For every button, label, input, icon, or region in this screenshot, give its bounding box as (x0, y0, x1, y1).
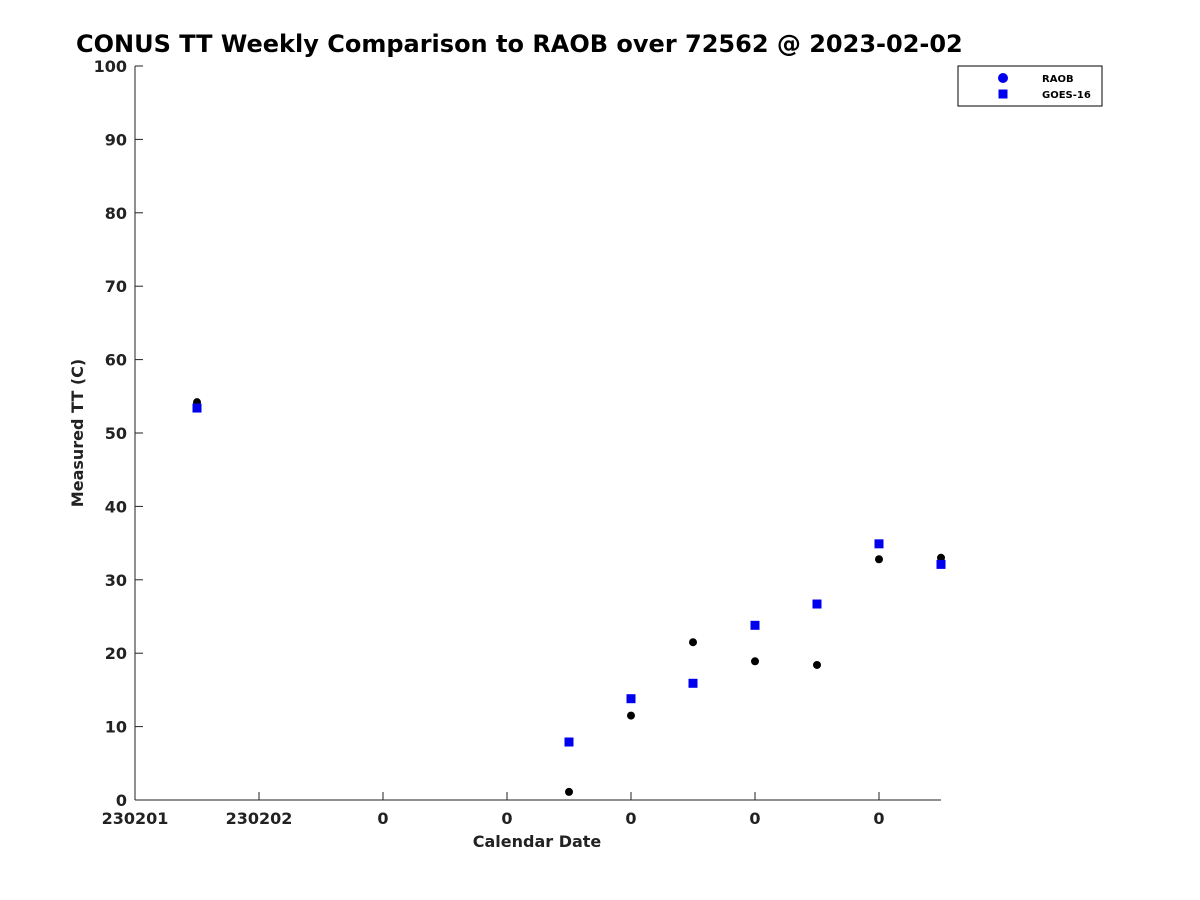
goes-16-point (192, 403, 202, 413)
y-tick-label: 0 (116, 791, 127, 810)
y-axis-ticks: 0 10 20 30 40 50 60 70 80 90 100 (94, 57, 143, 810)
raob-point (875, 555, 883, 564)
y-tick-label: 10 (105, 718, 127, 737)
legend-label: RAOB (1042, 74, 1074, 85)
legend-label: GOES-16 (1042, 90, 1091, 101)
goes-16-point (626, 694, 636, 704)
x-axis-label: Calendar Date (473, 832, 602, 851)
legend-box (957, 65, 1103, 107)
series-goes-16 (192, 403, 946, 747)
goes-16-point (564, 737, 574, 747)
series-raob (193, 398, 945, 796)
raob-point (689, 638, 697, 647)
y-tick-label: 80 (105, 204, 127, 223)
goes-16-point (750, 620, 760, 630)
y-axis-label: Measured TT (C) (68, 359, 87, 507)
x-tick-label: 0 (873, 809, 884, 828)
raob-point (937, 553, 945, 562)
goes-16-point (874, 539, 884, 549)
y-tick-label: 50 (105, 424, 127, 443)
y-tick-label: 60 (105, 351, 127, 370)
x-axis-ticks: 230201 230202 0 0 0 0 0 (102, 792, 885, 828)
x-tick-label: 230202 (226, 809, 293, 828)
goes-16-point (688, 678, 698, 688)
raob-point (751, 657, 759, 666)
y-tick-label: 90 (105, 130, 127, 149)
x-tick-label: 0 (501, 809, 512, 828)
legend-marker-goes-16 (998, 89, 1008, 99)
data-points (192, 398, 946, 796)
y-tick-label: 20 (105, 644, 127, 663)
y-tick-label: 100 (94, 57, 127, 76)
raob-point (813, 660, 821, 669)
legend-marker-raob (998, 73, 1008, 83)
x-tick-label: 0 (749, 809, 760, 828)
chart-title: CONUS TT Weekly Comparison to RAOB over … (76, 30, 963, 58)
x-tick-label: 0 (377, 809, 388, 828)
x-tick-label: 230201 (102, 809, 169, 828)
raob-point (565, 787, 573, 796)
legend: RAOB GOES-16 (957, 65, 1103, 107)
raob-point (627, 711, 635, 720)
y-tick-label: 30 (105, 571, 127, 590)
axes (134, 66, 941, 801)
goes-16-point (812, 599, 822, 609)
y-tick-label: 40 (105, 497, 127, 516)
x-tick-label: 0 (625, 809, 636, 828)
goes-16-point (936, 559, 946, 569)
y-tick-label: 70 (105, 277, 127, 296)
